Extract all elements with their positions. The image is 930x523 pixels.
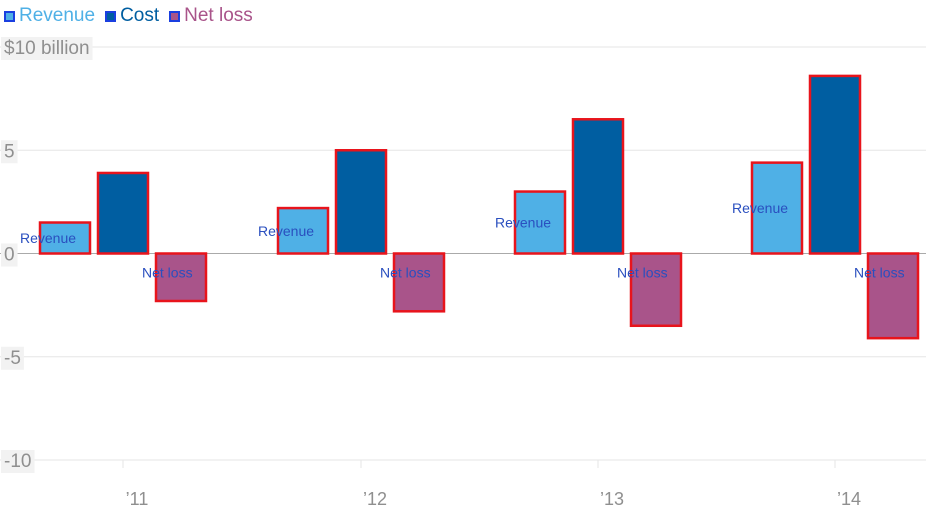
bar-label-net-loss: Net loss xyxy=(380,265,431,281)
bar-cost xyxy=(571,118,625,255)
legend-swatch-cost xyxy=(105,10,117,22)
x-tick-label: ’12 xyxy=(363,489,387,509)
x-tick-label: ’13 xyxy=(600,489,624,509)
y-tick-label-background xyxy=(1,37,93,60)
y-tick-label: 0 xyxy=(4,245,15,266)
legend-label-net-loss: Net loss xyxy=(184,5,253,26)
bar-label-net-loss: Net loss xyxy=(142,265,193,281)
legend-item-cost: Cost xyxy=(105,5,159,27)
legend-label-cost: Cost xyxy=(120,5,160,26)
bar-revenue xyxy=(38,221,92,255)
chart-legend: Revenue Cost Net loss xyxy=(4,4,253,28)
bar-label-revenue: Revenue xyxy=(495,215,551,231)
bar-label-net-loss: Net loss xyxy=(854,265,905,281)
y-tick-label: -10 xyxy=(4,451,31,472)
bar-label-revenue: Revenue xyxy=(732,200,788,216)
bar-revenue xyxy=(276,206,330,255)
y-tick-label-background xyxy=(1,450,35,473)
legend-item-revenue: Revenue xyxy=(4,5,95,27)
bar-net-loss xyxy=(866,252,920,340)
bar-label-revenue: Revenue xyxy=(258,223,314,239)
bar-cost xyxy=(334,149,388,255)
y-tick-label: -5 xyxy=(4,348,21,369)
bar-label-revenue: Revenue xyxy=(20,230,76,246)
bar-revenue xyxy=(513,190,567,255)
bar-revenue xyxy=(750,161,804,255)
x-tick-label: ’14 xyxy=(837,489,861,509)
legend-swatch-revenue xyxy=(4,10,15,22)
x-tick-label: ’11 xyxy=(126,489,149,509)
legend-label-revenue: Revenue xyxy=(19,5,96,26)
bar-net-loss xyxy=(629,252,683,328)
legend-item-net-loss: Net loss xyxy=(169,5,253,27)
bar-cost xyxy=(808,74,862,255)
bar-cost xyxy=(96,171,150,255)
legend-swatch-net-loss xyxy=(169,10,181,22)
y-tick-label-background xyxy=(1,346,24,370)
y-tick-label: 5 xyxy=(4,141,15,162)
y-tick-label-background xyxy=(1,243,18,267)
y-tick-label-background xyxy=(1,140,18,164)
bar-net-loss xyxy=(154,252,208,303)
bar-label-net-loss: Net loss xyxy=(617,265,668,281)
bar-net-loss xyxy=(392,252,446,313)
y-tick-label: $10 billion xyxy=(4,38,90,59)
